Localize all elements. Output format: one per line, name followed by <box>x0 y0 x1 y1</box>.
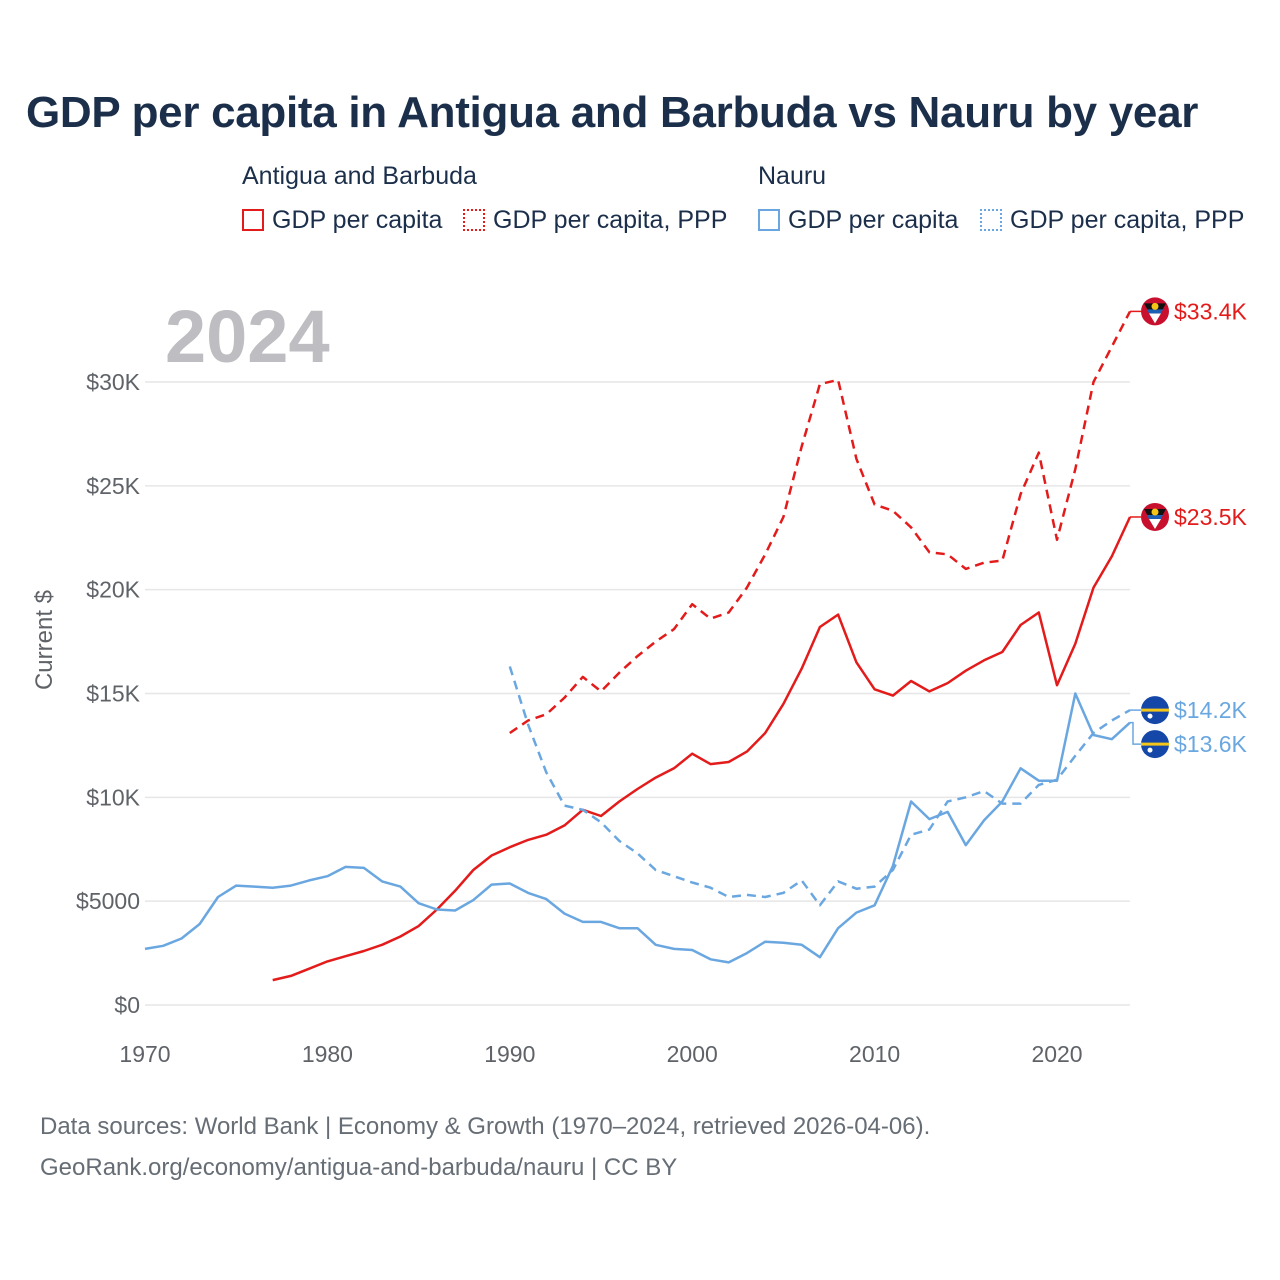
x-tick-label: 1980 <box>302 1041 353 1067</box>
chart-title: GDP per capita in Antigua and Barbuda vs… <box>26 88 1199 137</box>
legend-label: GDP per capita, PPP <box>1010 205 1245 234</box>
end-connector <box>1130 721 1141 745</box>
y-tick-label: $15K <box>86 681 140 707</box>
y-tick-label: $30K <box>86 369 140 395</box>
x-tick-label: 2010 <box>849 1041 900 1067</box>
flag-stripe <box>1141 742 1169 746</box>
y-tick-label: $25K <box>86 473 140 499</box>
y-axis-label: Current $ <box>31 590 58 690</box>
x-tick-label: 1970 <box>119 1041 170 1067</box>
y-tick-label: $10K <box>86 784 140 810</box>
legend-group-nauru: Nauru <box>758 162 827 190</box>
x-tick-label: 2000 <box>667 1041 718 1067</box>
legend-label: GDP per capita, PPP <box>493 205 728 234</box>
series-line-1 <box>509 310 1132 735</box>
flag-white <box>1149 313 1161 324</box>
source-link[interactable]: GeoRank.org/economy/antigua-and-barbuda/… <box>40 1154 678 1181</box>
flag-star <box>1147 713 1153 719</box>
flag-star <box>1147 747 1153 753</box>
flag-white <box>1149 518 1161 529</box>
flag-blue <box>1147 309 1163 314</box>
end-value-label: $33.4K <box>1174 298 1248 324</box>
flag-stripe <box>1141 708 1169 712</box>
series-line-0 <box>272 516 1132 982</box>
footer: Data sources: World Bank | Economy & Gro… <box>40 1106 930 1188</box>
end-value-label: $14.2K <box>1174 697 1248 723</box>
legend-antigua-gdp[interactable]: GDP per capita <box>242 204 442 236</box>
legend-group-antigua: Antigua and Barbuda <box>242 162 477 190</box>
year-watermark: 2024 <box>165 295 330 378</box>
legend-label: GDP per capita <box>272 205 443 234</box>
data-source-text: Data sources: World Bank | Economy & Gro… <box>40 1113 931 1140</box>
flag-sun <box>1151 508 1159 516</box>
legend-label: GDP per capita <box>788 205 959 234</box>
x-tick-label: 2020 <box>1031 1041 1082 1067</box>
flag-sun <box>1151 302 1159 310</box>
y-tick-label: $0 <box>114 992 140 1018</box>
flag-blue <box>1147 514 1163 519</box>
legend-swatch-solid-blue <box>758 209 780 231</box>
legend-antigua-gdp-ppp[interactable]: GDP per capita, PPP <box>463 204 727 236</box>
legend-swatch-solid-red <box>242 209 264 231</box>
legend-swatch-dotted-blue <box>980 209 1002 231</box>
legend-nauru-gdp-ppp[interactable]: GDP per capita, PPP <box>980 204 1244 236</box>
series-line-2 <box>144 692 1131 964</box>
y-tick-label: $20K <box>86 577 140 603</box>
end-value-label: $23.5K <box>1174 504 1248 530</box>
x-tick-label: 1990 <box>484 1041 535 1067</box>
legend-swatch-dotted-red <box>463 209 485 231</box>
end-value-label: $13.6K <box>1174 731 1248 757</box>
series-line-3 <box>508 666 1131 907</box>
legend-nauru-gdp[interactable]: GDP per capita <box>758 204 958 236</box>
y-tick-label: $5000 <box>76 888 140 914</box>
